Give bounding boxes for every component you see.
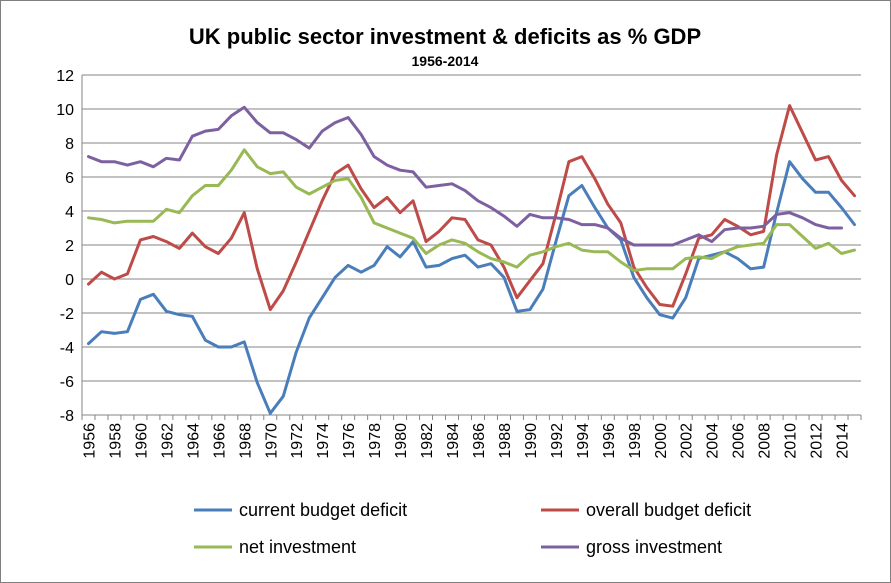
x-tick-label: 2008 [757,423,774,459]
x-tick-label: 1980 [393,423,410,459]
y-tick-label: 4 [65,204,74,221]
x-tick-label: 2002 [679,423,696,459]
legend-item: current budget deficit [194,500,407,520]
x-tick-labels: 1956 1958 1960 1962 1964 1966 1968 1970 1972 1974… [81,423,851,459]
x-tick-label: 1992 [549,423,566,459]
x-tick-label: 1988 [497,423,514,459]
legend-item: overall budget deficit [541,500,751,520]
x-tick-label: 1984 [445,423,462,459]
x-tick-label: 1990 [523,423,540,459]
legend-label: gross investment [586,537,722,557]
legend: current budget deficit overall budget def… [194,500,751,557]
x-tick-label: 1982 [419,423,436,459]
y-tick-label: 12 [56,68,74,85]
x-tick-label: 1998 [627,423,644,459]
x-tick-label: 1960 [133,423,150,459]
x-tick-label: 2010 [783,423,800,459]
x-tick-label: 1986 [471,423,488,459]
x-tick-label: 2006 [731,423,748,459]
x-tick-label: 2014 [835,423,852,459]
x-tick-label: 2012 [809,423,826,459]
x-tick-label: 1976 [341,423,358,459]
gridlines [82,74,861,416]
y-tick-label: 2 [65,238,74,255]
legend-item: net investment [194,537,356,557]
x-tick-label: 1956 [81,423,98,459]
y-tick-label: 10 [56,102,74,119]
y-tick-label: 6 [65,170,74,187]
chart-subtitle: 1956-2014 [412,53,479,69]
y-tick-label: -4 [60,340,74,357]
y-tick-label: -2 [60,306,74,323]
x-tick-label: 1964 [185,423,202,459]
y-tick-label: 0 [65,272,74,289]
legend-label: current budget deficit [239,500,407,520]
x-tick-label: 1994 [575,423,592,459]
chart-title: UK public sector investment & deficits a… [189,24,701,49]
series-line-current-budget-deficit [86,160,857,415]
x-tick-label: 1966 [211,423,228,459]
legend-label: overall budget deficit [586,500,751,520]
x-tick-label: 1996 [601,423,618,459]
series-line-net-investment [86,148,857,272]
y-tick-label: -8 [60,408,74,425]
series-line-overall-budget-deficit [86,104,857,312]
series-lines [86,104,857,415]
x-tick-label: 1978 [367,423,384,459]
y-tick-label: 8 [65,136,74,153]
y-tick-label: -6 [60,374,74,391]
y-tick-labels: 12 10 8 6 4 2 0 -2 -4 -6 -8 [56,68,74,425]
x-tick-label: 1962 [159,423,176,459]
series-line-gross-investment [86,105,844,247]
x-tick-label: 1972 [289,423,306,459]
legend-label: net investment [239,537,356,557]
x-tick-label: 1968 [237,423,254,459]
x-tick-label: 2000 [653,423,670,459]
x-tick-label: 1970 [263,423,280,459]
axes [81,75,862,420]
legend-item: gross investment [541,537,722,557]
x-tick-label: 1974 [315,423,332,459]
x-tick-label: 1958 [107,423,124,459]
x-tick-label: 2004 [705,423,722,459]
